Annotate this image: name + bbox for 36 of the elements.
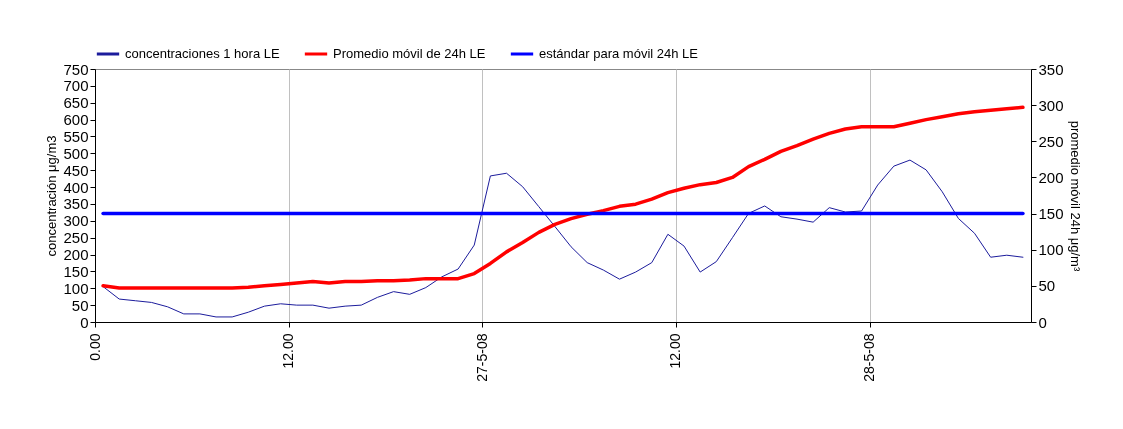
x-tick-label: 27-5-08 (473, 333, 490, 382)
y-tick-label: 150 (63, 262, 89, 280)
y2-tick-label: 0 (1038, 313, 1047, 331)
y-tick-label: 600 (63, 111, 89, 129)
y2-tick-label: 50 (1038, 277, 1056, 295)
y-tick-label: 550 (63, 127, 89, 145)
x-tick-label: 0.00 (86, 333, 103, 361)
y-tick-label: 450 (63, 161, 89, 179)
y-tick-label: 300 (63, 212, 89, 230)
y2-tick-label: 250 (1038, 132, 1064, 150)
y-tick-label: 500 (63, 144, 89, 162)
y2-tick-label: 150 (1038, 205, 1064, 223)
y2-axis-title: promedio móvil 24h μg/m³ (1067, 120, 1083, 272)
y2-tick-label: 300 (1038, 96, 1064, 114)
x-tick-label: 12.00 (280, 333, 297, 369)
y2-tick-label: 350 (1038, 60, 1064, 78)
y-tick-label: 750 (63, 60, 89, 78)
y-tick-label: 100 (63, 279, 89, 297)
y-tick-label: 250 (63, 229, 89, 247)
y-axis-title: concentración μg/m3 (44, 135, 60, 257)
y-tick-label: 650 (63, 94, 89, 112)
y2-tick-label: 200 (1038, 168, 1064, 186)
legend-label: concentraciones 1 hora LE (125, 46, 280, 61)
y-tick-label: 0 (80, 313, 89, 331)
y-tick-label: 700 (63, 77, 89, 95)
legend-label: Promedio móvil de 24h LE (333, 46, 486, 61)
legend-label: estándar para móvil 24h LE (539, 46, 699, 61)
x-tick-label: 12.00 (667, 333, 684, 369)
line-series (102, 159, 1024, 318)
y-tick-label: 400 (63, 178, 89, 196)
y-tick-label: 350 (63, 195, 89, 213)
y2-tick-label: 100 (1038, 241, 1064, 259)
y-tick-label: 200 (63, 246, 89, 264)
y-tick-label: 50 (71, 296, 89, 314)
line-series (101, 105, 1025, 290)
x-tick-label: 28-5-08 (861, 333, 878, 382)
